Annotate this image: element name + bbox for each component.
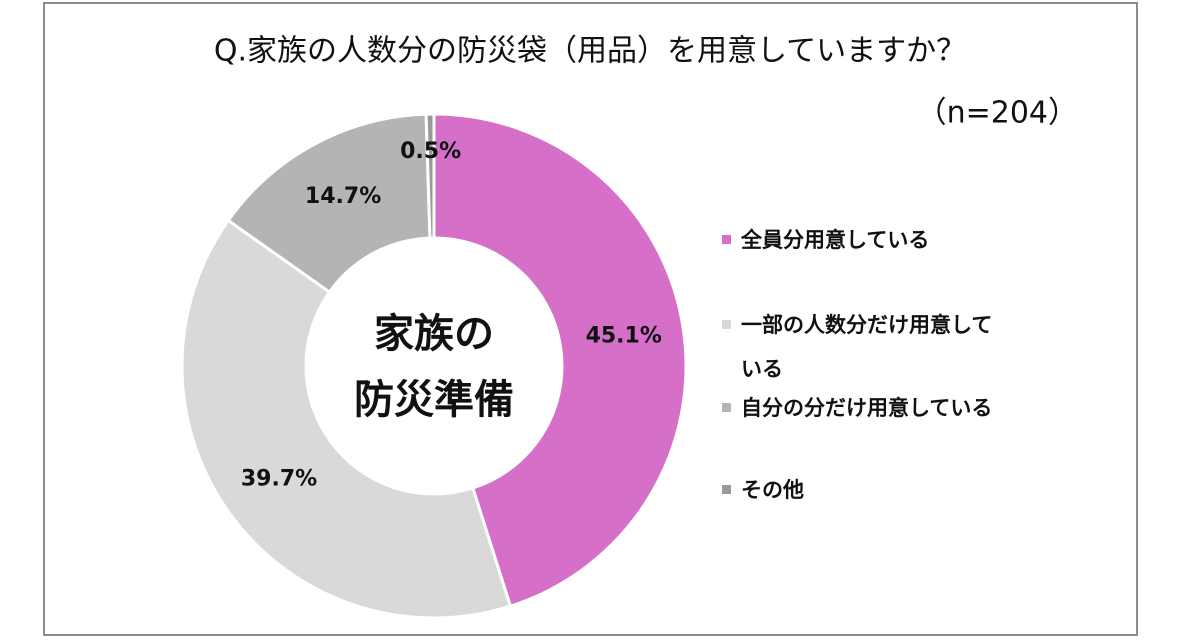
donut-segment (180, 218, 513, 620)
chart-frame (43, 2, 1138, 636)
center-label: 防災準備 (354, 377, 514, 423)
legend-label: 全員分用意している (741, 228, 930, 252)
donut-segment (424, 112, 436, 240)
legend-item: その他 (722, 468, 1012, 512)
data-label: 45.1% (586, 324, 662, 349)
legend-item: 自分の分だけ用意している (722, 386, 1012, 430)
legend-swatch (722, 485, 731, 494)
legend-swatch (722, 235, 731, 244)
legend-swatch (722, 320, 731, 329)
legend-item: 全員分用意している (722, 218, 1012, 262)
legend-label: 一部の人数分だけ用意している (741, 313, 993, 381)
legend-label: その他 (741, 478, 804, 502)
donut-segment (226, 112, 432, 295)
center-label: 家族の (374, 311, 494, 357)
legend-swatch (722, 403, 731, 412)
chart-subtitle: （n=204） (917, 96, 1078, 131)
chart-title: Q.家族の人数分の防災袋（用品）を用意していますか？ (214, 34, 966, 69)
legend-label: 自分の分だけ用意している (741, 396, 993, 420)
data-label: 14.7% (305, 184, 381, 209)
legend-item: 一部の人数分だけ用意している (722, 303, 1012, 391)
data-label: 39.7% (241, 466, 317, 491)
donut-segment (432, 112, 688, 609)
data-label: 0.5% (400, 139, 461, 164)
